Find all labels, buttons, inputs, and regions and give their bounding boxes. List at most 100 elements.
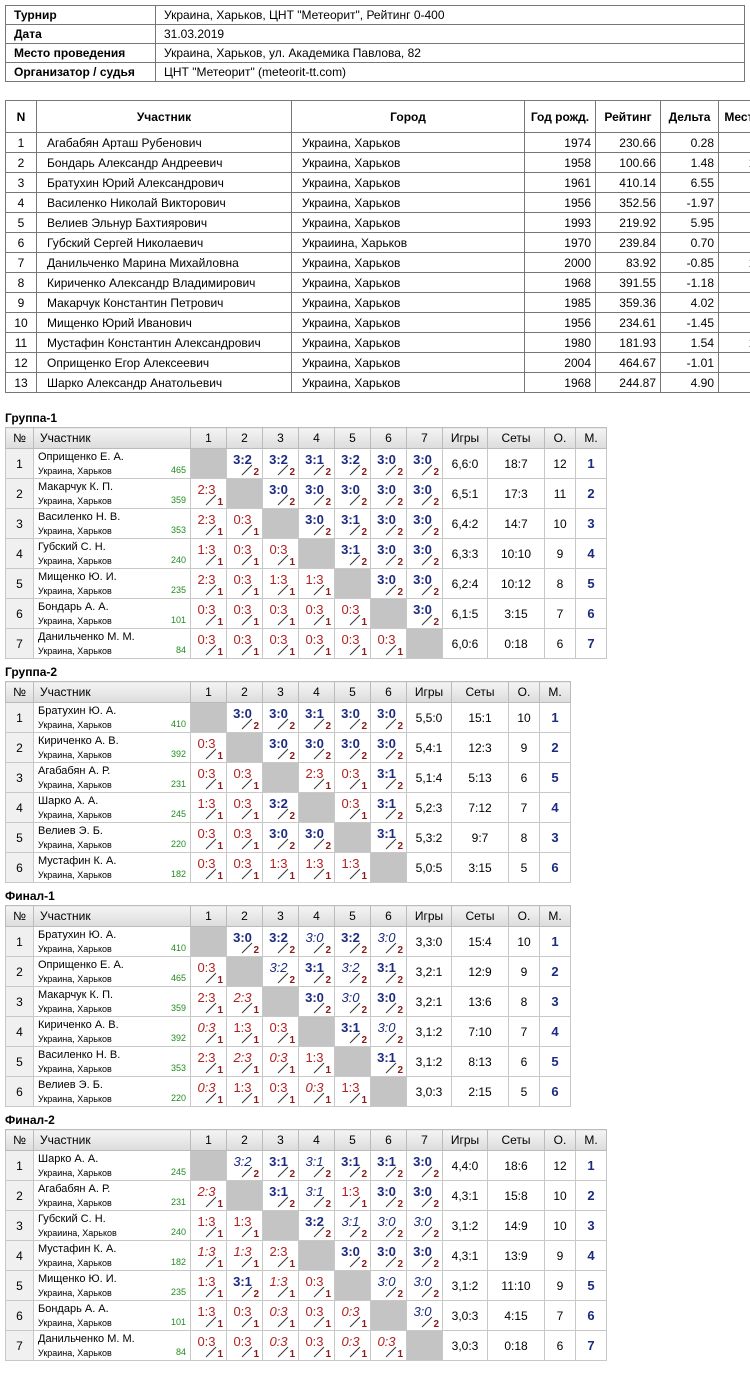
slash [313,1286,325,1298]
points: 11 [544,478,576,509]
player-info: Мищенко Ю. И. Украина, Харьков 235 [34,569,190,598]
cell: 7 [5,252,37,273]
player-name: Велиев Э. Б. [38,1079,103,1091]
diagonal-cell [226,1180,263,1211]
match-points: 2 [325,841,331,852]
match-points: 2 [397,841,403,852]
score: 3:0 [413,572,432,587]
result: 3:1 2 [299,703,334,732]
sets: 18:6 [487,1150,545,1181]
score: 3:0 [377,512,396,527]
slash-line [385,778,397,790]
slash [349,494,361,506]
match-points: 1 [325,1289,331,1300]
sets: 5:13 [451,762,509,793]
column-header: Участник [33,905,191,927]
match-points: 2 [289,1199,295,1210]
match-points: 2 [289,945,295,956]
slash-line [385,524,397,536]
row-number: 1 [5,1150,34,1181]
score: 2:3 [305,766,324,781]
column-header: 2 [226,427,263,449]
result: 3:0 2 [335,1241,370,1270]
player-city: Украина, Харьков [38,1094,112,1104]
cell: Украина, Харьков [291,272,525,293]
score: 0:3 [269,1334,288,1349]
player-name: Макарчук К. П. [38,989,114,1001]
slash-line [205,524,217,536]
result-cell: 3:2 2 [334,448,371,479]
match-points: 2 [433,1259,439,1270]
score: 1:3 [233,1244,252,1259]
slash-line [277,1316,289,1328]
score: 2:3 [197,512,216,527]
score: 3:1 [269,1154,288,1169]
result-cell: 3:0 2 [262,822,299,853]
slash-line [349,748,361,760]
player-info: Губский С. Н. Украина, Харьков 240 [34,539,190,568]
player-city: Украина, Харьков [38,1258,112,1268]
result-cell: 3:0 2 [406,568,443,599]
score: 0:3 [233,602,252,617]
score: 3:1 [305,960,324,975]
score: 3:2 [269,930,288,945]
slash [205,1196,217,1208]
cell: Украина, Харьков [291,372,525,393]
slash-line [349,808,361,820]
cell: 4 [718,272,750,293]
match-points: 2 [325,1005,331,1016]
slash [277,614,289,626]
result: 0:3 1 [299,1077,334,1106]
info-label: Место проведения [5,43,156,63]
slash [349,524,361,536]
result-cell: 0:3 1 [190,762,227,793]
slash [241,1092,253,1104]
slash-line [385,1032,397,1044]
games: 3,1:2 [406,1046,452,1077]
score: 2:3 [197,572,216,587]
result-cell: 1:3 1 [226,1210,263,1241]
diagonal-cell [298,1240,335,1271]
result: 2:3 1 [263,1241,298,1270]
cell: 6.55 [660,172,719,193]
slash-line [385,1166,397,1178]
row-number: 4 [5,538,34,569]
player-info: Бондарь А. А. Украина, Харьков 101 [34,599,190,628]
score: 0:3 [197,1080,216,1095]
cell: 9 [5,292,37,313]
cell: 2004 [524,352,596,373]
player-cell: Агабабян А. Р. Украина, Харьков 231 [33,1180,191,1211]
match-points: 1 [253,781,259,792]
result-cell: 0:3 1 [262,628,299,659]
place: 6 [539,1076,571,1107]
diagonal-cell [262,508,299,539]
result: 1:3 1 [263,569,298,598]
slash-line [421,554,433,566]
result-cell: 3:1 2 [334,1016,371,1047]
slash-line [241,778,253,790]
cell: 1985 [524,292,596,313]
slash [277,1346,289,1358]
cell: Украина, Харьков [291,132,525,153]
row-number: 3 [5,1210,34,1241]
player-info: Велиев Э. Б. Украина, Харьков 220 [34,823,190,852]
player-cell: Шарко А. А. Украина, Харьков 245 [33,792,191,823]
match-points: 2 [361,1169,367,1180]
player-cell: Губский С. Н. Украиина, Харьков 240 [33,1210,191,1241]
slash-line [313,1346,325,1358]
result-cell: 0:3 1 [262,1046,299,1077]
slash [241,1346,253,1358]
info-value: ЦНТ "Метеорит" (meteorit-tt.com) [155,62,745,82]
result: 0:3 1 [191,1017,226,1046]
result-cell: 3:0 2 [370,508,407,539]
sets: 12:9 [451,956,509,987]
column-header: Участник [33,427,191,449]
player-rating: 84 [175,645,186,655]
column-header: 5 [334,427,371,449]
result-cell: 0:3 1 [226,598,263,629]
match-points: 1 [217,497,223,508]
games: 6,3:3 [442,538,488,569]
match-points: 1 [361,781,367,792]
result-cell: 3:0 2 [370,1270,407,1301]
